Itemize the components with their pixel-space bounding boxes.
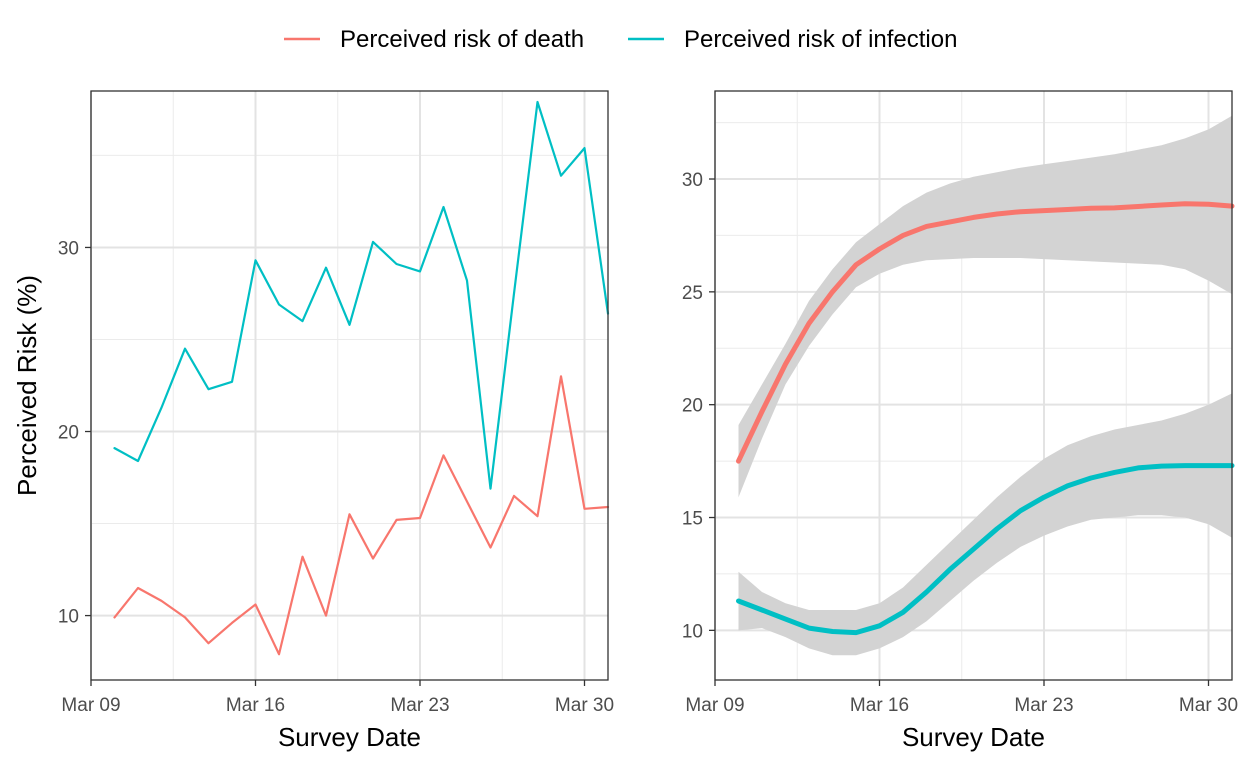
y-axis-title: Perceived Risk (%) [12, 275, 42, 496]
x-tick-label: Mar 09 [685, 695, 744, 716]
series-line-infection [113, 100, 610, 490]
series-line-death [736, 201, 1235, 464]
series-line-death [113, 375, 610, 656]
x-tick-label: Mar 30 [555, 695, 614, 716]
x-tick-label: Mar 30 [1179, 695, 1238, 716]
y-tick-label: 10 [58, 607, 79, 628]
left-panel: 10 20 30 Mar 09 Mar 16 Mar 23 Mar 30 Survey Dat… [12, 90, 614, 752]
panel-border [90, 90, 609, 681]
x-tick-label: Mar 23 [390, 695, 449, 716]
legend-label-death: Perceived risk of death [340, 26, 584, 53]
confidence-band [738, 115, 1232, 498]
x-axis-title: Survey Date [278, 722, 421, 752]
legend-label-infection: Perceived risk of infection [684, 26, 957, 53]
right-panel: 10 15 20 25 30 Mar 09 Mar 16 Mar 23 Mar 30 Survey… [682, 90, 1238, 752]
x-tick-label: Mar 16 [850, 695, 909, 716]
y-tick-label: 10 [682, 621, 703, 642]
x-tick-label: Mar 16 [226, 695, 285, 716]
y-tick-label: 20 [58, 423, 79, 444]
series-line-infection [736, 463, 1235, 636]
y-tick-label: 20 [682, 396, 703, 417]
x-tick-label: Mar 23 [1014, 695, 1073, 716]
plot-background [91, 91, 608, 680]
panel-border [714, 90, 1233, 681]
legend: Perceived risk of death Perceived risk o… [284, 26, 957, 53]
y-tick-label: 30 [58, 238, 79, 259]
y-tick-label: 15 [682, 509, 703, 530]
x-tick-label: Mar 09 [61, 695, 120, 716]
y-tick-label: 25 [682, 283, 703, 304]
x-axis-title: Survey Date [902, 722, 1045, 752]
confidence-band [738, 393, 1232, 656]
y-tick-label: 30 [682, 170, 703, 191]
